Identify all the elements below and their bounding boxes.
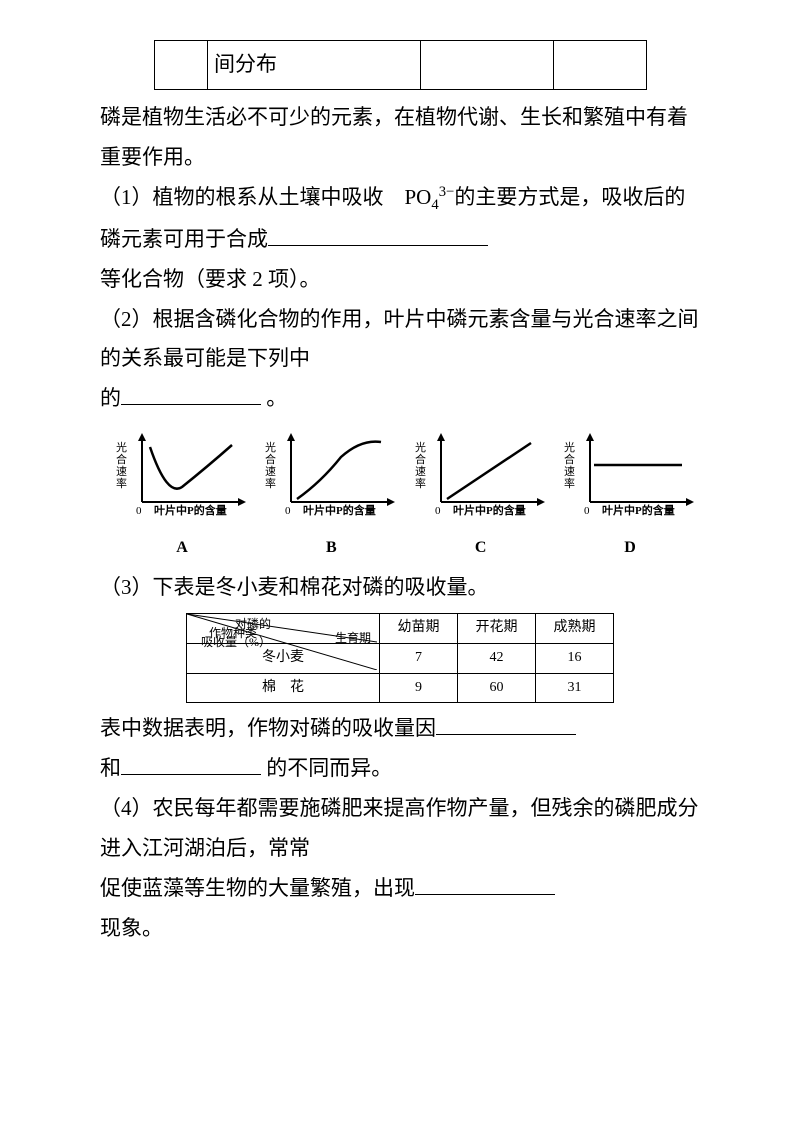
svg-text:速: 速 <box>265 465 276 478</box>
question-2-a: （2）根据含磷化合物的作用，叶片中磷元素含量与光合速率之间的关系最可能是下列中 <box>100 300 700 380</box>
svg-text:合: 合 <box>415 452 426 466</box>
svg-text:合: 合 <box>265 452 276 466</box>
svg-text:合: 合 <box>116 452 127 466</box>
top-cell-2: 间分布 <box>208 41 421 90</box>
diagonal-header-cell: 对磷的 吸收量（%） 生育期 作物种类 <box>187 614 380 644</box>
chart-b-label: B <box>261 533 401 563</box>
q1-blank <box>268 224 488 246</box>
chart-a-label: A <box>112 533 252 563</box>
question-3-b: 表中数据表明，作物对磷的吸收量因 <box>100 709 700 749</box>
q2-blank <box>121 383 261 405</box>
question-2-b: 的 。 <box>100 379 700 419</box>
svg-text:光: 光 <box>564 440 575 454</box>
cell: 16 <box>536 644 614 674</box>
cell: 9 <box>380 673 458 703</box>
top-fragment-table: 间分布 <box>154 40 647 90</box>
cell: 31 <box>536 673 614 703</box>
top-cell-3 <box>421 41 554 90</box>
q4-text-b: 促使蓝藻等生物的大量繁殖，出现 <box>100 876 415 900</box>
q3-text-c: 和 <box>100 756 121 780</box>
svg-text:率: 率 <box>116 476 127 490</box>
document-page: 间分布 磷是植物生活必不可少的元素，在植物代谢、生长和繁殖中有着重要作用。 （1… <box>0 0 800 989</box>
question-3-c: 和 的不同而异。 <box>100 749 700 789</box>
chart-d-label: D <box>560 533 700 563</box>
svg-text:率: 率 <box>564 476 575 490</box>
stage-1: 幼苗期 <box>380 614 458 644</box>
chart-b: 光 合 速 率 0 叶片中P的含量 B <box>261 427 401 563</box>
svg-text:0: 0 <box>584 505 590 517</box>
top-cell-4 <box>554 41 647 90</box>
stage-2: 开花期 <box>458 614 536 644</box>
svg-text:光: 光 <box>116 440 127 454</box>
question-4-b: 促使蓝藻等生物的大量繁殖，出现 <box>100 869 700 909</box>
chart-b-svg: 光 合 速 率 0 叶片中P的含量 <box>261 427 401 517</box>
q3-text-b: 表中数据表明，作物对磷的吸收量因 <box>100 716 436 740</box>
q1-text-c: 等化合物（要求 2 项）。 <box>100 260 700 300</box>
table-row: 棉 花 9 60 31 <box>187 673 614 703</box>
chart-c-svg: 光 合 速 率 0 叶片中P的含量 <box>411 427 551 517</box>
phosphorus-table: 对磷的 吸收量（%） 生育期 作物种类 幼苗期 开花期 成熟期 冬小麦 7 42… <box>186 613 614 703</box>
svg-text:叶片中P的含量: 叶片中P的含量 <box>303 503 376 517</box>
question-1: （1）植物的根系从土壤中吸收 PO43−的主要方式是，吸收后的磷元素可用于合成 <box>100 178 700 260</box>
svg-text:合: 合 <box>564 452 575 466</box>
svg-text:速: 速 <box>116 465 127 478</box>
svg-text:速: 速 <box>415 465 426 478</box>
chart-a: 光 合 速 率 0 叶片中P的含量 A <box>112 427 252 563</box>
chart-d-svg: 光 合 速 率 0 叶片中P的含量 <box>560 427 700 517</box>
q3-blank-1 <box>436 713 576 735</box>
svg-text:光: 光 <box>415 440 426 454</box>
svg-text:率: 率 <box>415 476 426 490</box>
chart-a-svg: 光 合 速 率 0 叶片中P的含量 <box>112 427 252 517</box>
chart-d: 光 合 速 率 0 叶片中P的含量 D <box>560 427 700 563</box>
q1-text-a: （1）植物的根系从土壤中吸收 PO <box>100 185 431 209</box>
cell: 42 <box>458 644 536 674</box>
q1-superscript: 3− <box>439 184 455 200</box>
chart-c: 光 合 速 率 0 叶片中P的含量 C <box>411 427 551 563</box>
svg-text:速: 速 <box>564 465 575 478</box>
q2-text-b: 的 <box>100 386 121 410</box>
intro-paragraph: 磷是植物生活必不可少的元素，在植物代谢、生长和繁殖中有着重要作用。 <box>100 98 700 178</box>
svg-text:0: 0 <box>136 505 142 517</box>
svg-text:光: 光 <box>265 440 276 454</box>
svg-text:叶片中P的含量: 叶片中P的含量 <box>602 503 675 517</box>
q3-text-d: 的不同而异。 <box>266 756 392 780</box>
diag-right-label: 生育期 <box>335 632 371 644</box>
q1-subscript: 4 <box>431 197 438 213</box>
question-4-a: （4）农民每年都需要施磷肥来提高作物产量，但残余的磷肥成分进入江河湖泊后，常常 <box>100 789 700 869</box>
cell: 7 <box>380 644 458 674</box>
svg-text:0: 0 <box>435 505 441 517</box>
svg-text:率: 率 <box>265 476 276 490</box>
svg-text:叶片中P的含量: 叶片中P的含量 <box>453 503 526 517</box>
cell: 60 <box>458 673 536 703</box>
charts-row: 光 合 速 率 0 叶片中P的含量 A 光 合 速 率 0 叶片中P的含量 <box>112 427 700 563</box>
q4-blank <box>415 873 555 895</box>
q2-text-c: 。 <box>266 386 287 410</box>
diag-bottom-label: 作物种类 <box>209 627 257 639</box>
question-4-c: 现象。 <box>100 909 700 949</box>
stage-3: 成熟期 <box>536 614 614 644</box>
svg-text:叶片中P的含量: 叶片中P的含量 <box>154 503 227 517</box>
crop-2: 棉 花 <box>187 673 380 703</box>
svg-text:0: 0 <box>285 505 291 517</box>
top-cell-1 <box>155 41 208 90</box>
chart-c-label: C <box>411 533 551 563</box>
question-3-a: （3）下表是冬小麦和棉花对磷的吸收量。 <box>100 568 700 608</box>
q3-blank-2 <box>121 753 261 775</box>
